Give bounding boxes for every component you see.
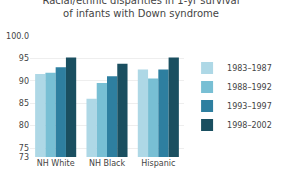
svg-text:75: 75 xyxy=(19,144,29,153)
svg-text:NH White: NH White xyxy=(37,159,75,168)
svg-text:1983–1987: 1983–1987 xyxy=(227,64,272,73)
svg-text:Hispanic: Hispanic xyxy=(141,159,175,168)
svg-text:85: 85 xyxy=(19,99,29,108)
svg-text:1993–1997: 1993–1997 xyxy=(227,102,272,111)
svg-text:Racial/ethnic disparities in 1: Racial/ethnic disparities in 1-yr surviv… xyxy=(42,0,239,19)
svg-text:73: 73 xyxy=(19,153,29,162)
svg-text:95: 95 xyxy=(19,54,29,63)
svg-text:100.0: 100.0 xyxy=(6,32,29,41)
svg-text:90: 90 xyxy=(19,77,29,86)
svg-text:1988–1992: 1988–1992 xyxy=(227,83,272,92)
svg-text:1998–2002: 1998–2002 xyxy=(227,121,272,130)
svg-text:80: 80 xyxy=(19,121,29,130)
svg-text:NH Black: NH Black xyxy=(89,159,126,168)
